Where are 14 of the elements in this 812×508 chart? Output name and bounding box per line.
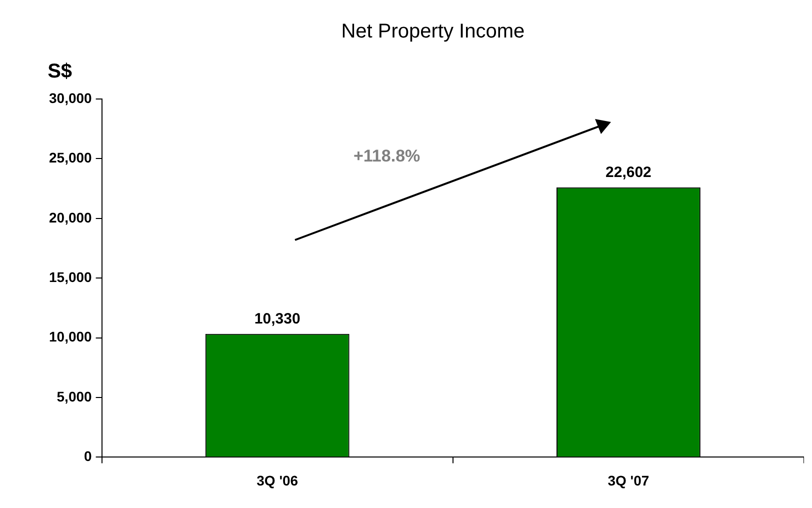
chart-title: Net Property Income: [341, 20, 525, 43]
y-tick-label: 30,000: [48, 90, 92, 106]
x-tick-label: 3Q '07: [608, 472, 650, 488]
y-tick-label: 5,000: [56, 388, 92, 404]
y-tick-label: 20,000: [48, 209, 92, 226]
y-tick-label: 25,000: [48, 150, 92, 166]
data-label: 10,330: [254, 310, 300, 328]
y-tick-label: 15,000: [48, 268, 92, 285]
data-label: 22,602: [606, 164, 652, 181]
x-tick-label: 3Q '06: [256, 472, 298, 488]
y-tick-label: 0: [84, 448, 92, 464]
y-tick-label: 10,000: [48, 328, 92, 345]
annotation: +118.8%: [353, 146, 420, 166]
y-axis-title: S$: [48, 60, 72, 83]
